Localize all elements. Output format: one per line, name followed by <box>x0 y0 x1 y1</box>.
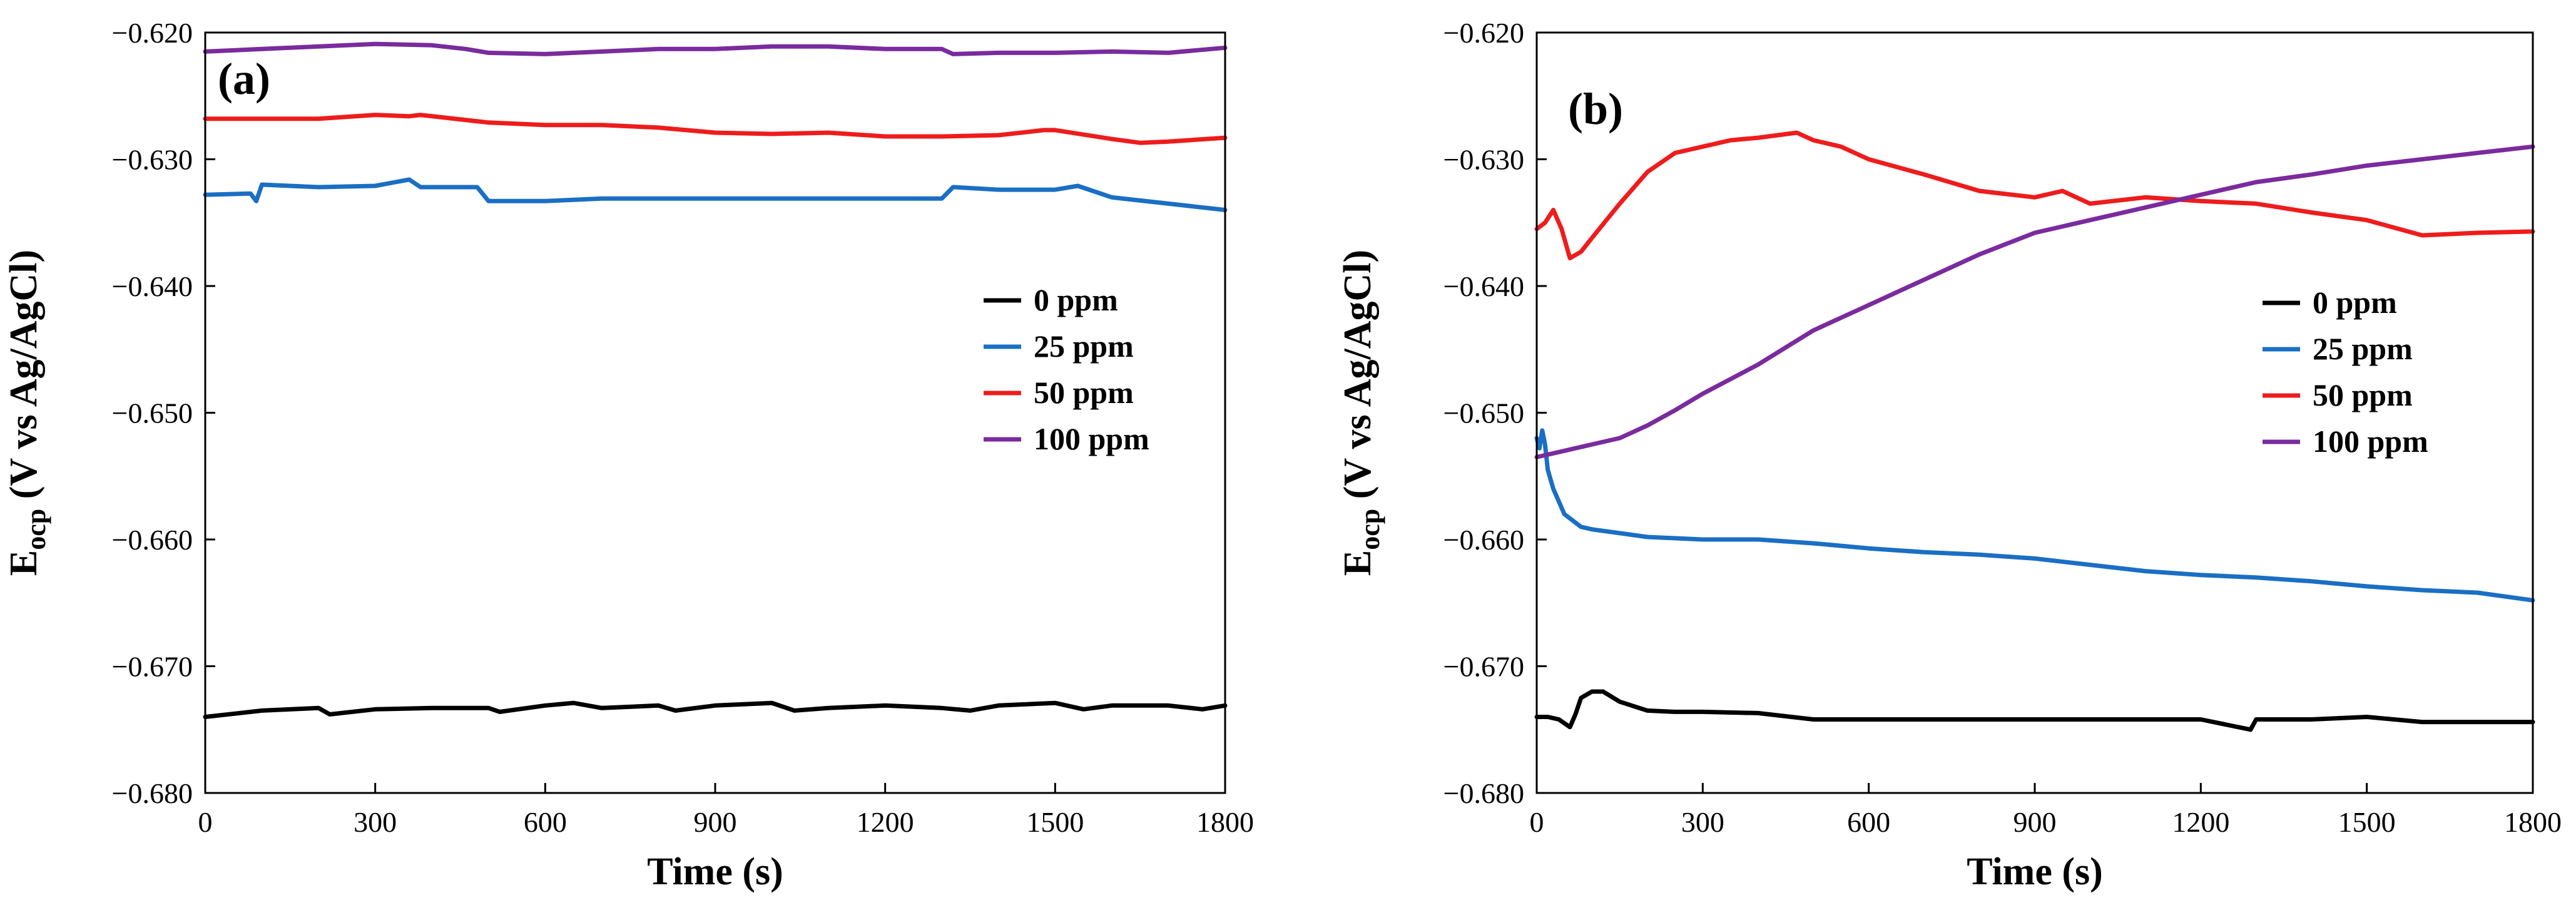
panel-label: (b) <box>1568 84 1623 134</box>
legend: 0 ppm 25 ppm 50 ppm 100 ppm <box>984 282 1149 456</box>
y-axis-title-rest: (V vs Ag/AgCl) <box>3 250 45 509</box>
y-tick-label: −0.660 <box>112 524 193 556</box>
legend-entry: 25 ppm <box>1034 329 1134 364</box>
x-tick-label: 0 <box>1530 806 1544 838</box>
legend-entry: 0 ppm <box>2313 285 2397 320</box>
panel-a: 0 300 600 900 1200 1500 1800 −0.680 −0.670 −0.660… <box>3 17 1254 893</box>
y-axis-title: Eocp (V vs Ag/AgCl) <box>3 250 51 576</box>
legend-entry: 50 ppm <box>1034 375 1134 410</box>
x-axis-title: Time (s) <box>647 851 783 893</box>
y-tick-label: −0.620 <box>112 17 193 49</box>
y-axis-title-main: E <box>1336 550 1379 576</box>
x-tick-label: 1200 <box>2172 806 2229 838</box>
y-tick-label: −0.670 <box>112 651 193 683</box>
y-axis-title-rest: (V vs Ag/AgCl) <box>1336 250 1379 509</box>
x-tick-label: 900 <box>694 806 737 838</box>
y-tick-label: −0.650 <box>112 397 193 429</box>
x-axis-title: Time (s) <box>1967 851 2103 893</box>
series-line-100-ppm <box>1534 144 2535 459</box>
series-line-50-ppm <box>1534 130 2535 260</box>
series-line-100-ppm <box>203 41 1228 56</box>
legend: 0 ppm 25 ppm 50 ppm 100 ppm <box>2263 285 2428 459</box>
legend-entry: 25 ppm <box>2313 331 2413 366</box>
series-line-25-ppm <box>203 177 1228 212</box>
y-tick-label: −0.680 <box>112 777 193 809</box>
y-tick-label: −0.650 <box>1443 397 1524 429</box>
y-tick-label: −0.630 <box>1443 144 1524 176</box>
y-tick-label: −0.620 <box>1443 17 1524 49</box>
legend-entry: 50 ppm <box>2313 377 2413 412</box>
y-axis-title-main: E <box>3 550 45 576</box>
x-tick-label: 900 <box>2013 806 2057 838</box>
plot-frame <box>204 31 1226 794</box>
x-tick-label: 600 <box>1847 806 1890 838</box>
series-line-25-ppm <box>1534 428 2535 603</box>
y-axis-title-sub: ocp <box>21 509 51 550</box>
x-tick-label: 1200 <box>857 806 914 838</box>
y-axis-title-sub: ocp <box>1355 509 1385 550</box>
y-tick-label: −0.640 <box>112 270 193 302</box>
x-tick-label: 1800 <box>2504 806 2562 838</box>
x-tick-label: 1800 <box>1196 806 1254 838</box>
legend-entry: 100 ppm <box>2313 424 2428 459</box>
x-tick-label: 300 <box>354 806 397 838</box>
x-tick-label: 300 <box>1681 806 1724 838</box>
legend-entry: 100 ppm <box>1034 421 1149 456</box>
y-tick-label: −0.630 <box>112 144 193 176</box>
x-tick-label: 600 <box>524 806 567 838</box>
legend-entry: 0 ppm <box>1034 282 1118 317</box>
series-line-0-ppm <box>1534 689 2535 732</box>
panel-label: (a) <box>218 54 270 104</box>
plot-frame <box>1535 31 2534 794</box>
series-line-50-ppm <box>203 113 1228 145</box>
y-tick-label: −0.660 <box>1443 524 1524 556</box>
y-axis-title: Eocp (V vs Ag/AgCl) <box>1336 250 1385 576</box>
y-tick-label: −0.680 <box>1443 777 1524 809</box>
y-tick-label: −0.640 <box>1443 270 1524 302</box>
series-line-0-ppm <box>203 700 1228 719</box>
x-tick-label: 1500 <box>2338 806 2396 838</box>
panel-b: 0 300 600 900 1200 1500 1800 −0.680 −0.670 −0.660… <box>1336 17 2562 893</box>
x-tick-label: 1500 <box>1026 806 1084 838</box>
y-tick-label: −0.670 <box>1443 651 1524 683</box>
x-tick-label: 0 <box>198 806 213 838</box>
